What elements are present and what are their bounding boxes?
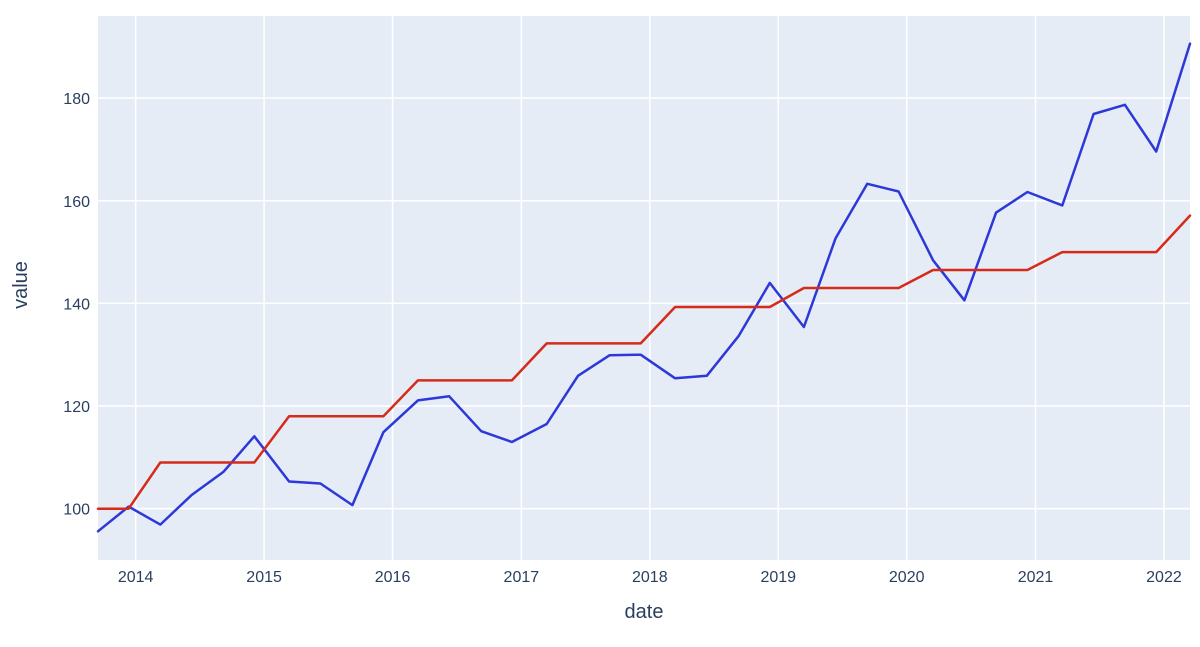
- x-tick-label: 2022: [1146, 569, 1182, 586]
- y-tick-label: 100: [63, 502, 90, 519]
- x-tick-label: 2021: [1018, 569, 1054, 586]
- y-tick-label: 160: [63, 194, 90, 211]
- y-tick-label: 140: [63, 296, 90, 313]
- x-tick-label: 2020: [889, 569, 925, 586]
- x-tick-labels: 2014 2015 2016 2017 2018 2019 2020 2021 2022: [118, 569, 1182, 586]
- x-tick-label: 2016: [375, 569, 411, 586]
- series-layer: [96, 42, 1192, 533]
- x-axis-title: date: [625, 601, 664, 623]
- y-gridlines: [98, 97, 1190, 510]
- y-axis-title: value: [10, 261, 32, 309]
- x-tick-label: 2014: [118, 569, 154, 586]
- y-tick-label: 180: [63, 91, 90, 108]
- x-gridlines: [134, 16, 1165, 560]
- x-tick-label: 2019: [760, 569, 796, 586]
- y-tick-label: 120: [63, 399, 90, 416]
- series-line-2: [96, 214, 1192, 510]
- y-tick-labels: 100 120 140 160 180: [63, 91, 90, 519]
- x-tick-label: 2015: [246, 569, 282, 586]
- x-tick-label: 2018: [632, 569, 668, 586]
- x-tick-label: 2017: [504, 569, 540, 586]
- series-line-1: [96, 42, 1192, 533]
